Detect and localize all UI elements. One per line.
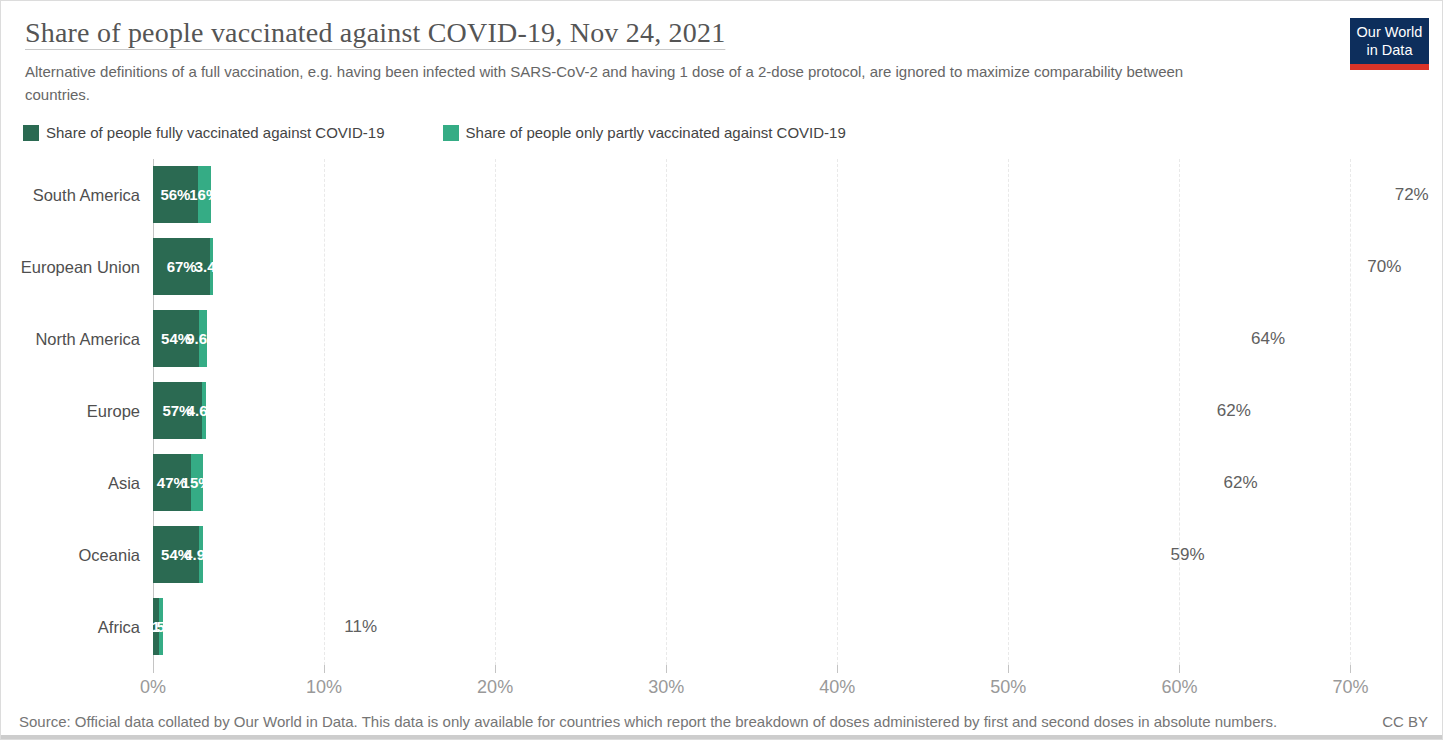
footer: Source: Official data collated by Our Wo…	[19, 713, 1428, 730]
owid-chart-page: Share of people vaccinated against COVID…	[0, 0, 1443, 740]
bar-track: 67% 3.4% 70%	[153, 231, 1436, 303]
segment-value-label: 4.6%	[187, 402, 221, 419]
x-axis-tick-label: 60%	[1161, 677, 1197, 698]
segment-value-label: 67%	[167, 258, 197, 275]
owid-logo[interactable]: Our World in Data	[1350, 18, 1429, 70]
category-label: Asia	[1, 474, 153, 493]
x-axis-tick-label: 70%	[1332, 677, 1368, 698]
segment-value-label: 3.5%	[144, 618, 178, 635]
segment-value-label: 16%	[189, 186, 219, 203]
stacked-bar: 67% 3.4%	[153, 238, 217, 295]
bar-segment-partly-vaccinated[interactable]: 4.6%	[202, 382, 206, 439]
segment-value-label: 9.6%	[186, 330, 220, 347]
category-label: Africa	[1, 618, 153, 637]
bar-row: European Union 67% 3.4% 70%	[1, 231, 1436, 303]
chart-subtitle: Alternative definitions of a full vaccin…	[25, 60, 1220, 107]
x-axis-tick-label: 10%	[306, 677, 342, 698]
bar-track: 7.1% 3.5% 11%	[153, 591, 1436, 663]
license-link[interactable]: CC BY	[1382, 713, 1428, 730]
bar-segment-partly-vaccinated[interactable]: 9.6%	[199, 310, 207, 367]
stacked-bar-chart: 0% 10% 20% 30% 40% 50% 60% 70% South America 56…	[1, 159, 1436, 719]
legend-swatch-fully-icon	[23, 125, 39, 141]
bar-row: Oceania 54% 4.9% 59%	[1, 519, 1436, 591]
bar-row: North America 54% 9.6% 64%	[1, 303, 1436, 375]
total-value-label: 11%	[344, 617, 377, 637]
bar-row: Asia 47% 15% 62%	[1, 447, 1436, 519]
owid-logo-text: Our World in Data	[1350, 18, 1429, 64]
segment-value-label: 3.4%	[195, 258, 229, 275]
total-value-label: 72%	[1395, 185, 1429, 205]
x-axis-tick	[324, 665, 325, 673]
legend-swatch-partly-icon	[443, 125, 459, 141]
category-label: South America	[1, 186, 153, 205]
legend-item-partly-vaccinated[interactable]: Share of people only partly vaccinated a…	[443, 124, 846, 141]
x-axis-tick	[837, 665, 838, 673]
bar-segment-partly-vaccinated[interactable]: 4.9%	[199, 526, 203, 583]
bar-row: South America 56% 16% 72%	[1, 159, 1436, 231]
stacked-bar: 7.1% 3.5%	[153, 598, 221, 655]
category-label: Oceania	[1, 546, 153, 565]
bar-track: 56% 16% 72%	[153, 159, 1436, 231]
owid-logo-red-bar	[1350, 64, 1429, 70]
x-axis-tick-label: 0%	[140, 677, 166, 698]
total-value-label: 59%	[1171, 545, 1205, 565]
bar-row: Africa 7.1% 3.5% 11%	[1, 591, 1436, 663]
x-axis-tick	[1179, 665, 1180, 673]
legend-label: Share of people only partly vaccinated a…	[466, 124, 846, 141]
x-axis-tick	[495, 665, 496, 673]
stacked-bar: 56% 16%	[153, 166, 213, 223]
x-axis-tick-label: 20%	[477, 677, 513, 698]
bar-track: 57% 4.6% 62%	[153, 375, 1436, 447]
legend-label: Share of people fully vaccinated against…	[46, 124, 385, 141]
page-title: Share of people vaccinated against COVID…	[25, 17, 725, 49]
category-label: Europe	[1, 402, 153, 421]
source-note: Source: Official data collated by Our Wo…	[19, 713, 1277, 730]
x-axis-tick	[1350, 665, 1351, 673]
total-value-label: 70%	[1367, 257, 1401, 277]
stacked-bar: 54% 4.9%	[153, 526, 217, 583]
x-axis-tick-label: 50%	[990, 677, 1026, 698]
bar-track: 54% 4.9% 59%	[153, 519, 1436, 591]
x-axis-tick-label: 30%	[648, 677, 684, 698]
segment-value-label: 56%	[160, 186, 190, 203]
bar-track: 47% 15% 62%	[153, 447, 1436, 519]
x-axis-tick	[1008, 665, 1009, 673]
segment-value-label: 4.9%	[184, 546, 218, 563]
x-axis-tick-label: 40%	[819, 677, 855, 698]
legend: Share of people fully vaccinated against…	[23, 124, 846, 141]
x-axis-tick	[666, 665, 667, 673]
total-value-label: 62%	[1224, 473, 1258, 493]
category-label: European Union	[1, 258, 153, 277]
bar-segment-partly-vaccinated[interactable]: 16%	[198, 166, 211, 223]
legend-item-fully-vaccinated[interactable]: Share of people fully vaccinated against…	[23, 124, 385, 141]
stacked-bar: 57% 4.6%	[153, 382, 217, 439]
total-value-label: 64%	[1251, 329, 1285, 349]
segment-value-label: 15%	[182, 474, 212, 491]
bar-segment-partly-vaccinated[interactable]: 3.4%	[210, 238, 213, 295]
bar-rows: South America 56% 16% 72% European Union…	[1, 159, 1436, 663]
total-value-label: 62%	[1217, 401, 1251, 421]
bar-track: 54% 9.6% 64%	[153, 303, 1436, 375]
bar-segment-partly-vaccinated[interactable]: 15%	[191, 454, 203, 511]
stacked-bar: 47% 15%	[153, 454, 213, 511]
bar-segment-partly-vaccinated[interactable]: 3.5%	[159, 598, 162, 655]
horizontal-scrollbar[interactable]	[1, 735, 1442, 739]
bar-row: Europe 57% 4.6% 62%	[1, 375, 1436, 447]
stacked-bar: 54% 9.6%	[153, 310, 217, 367]
category-label: North America	[1, 330, 153, 349]
